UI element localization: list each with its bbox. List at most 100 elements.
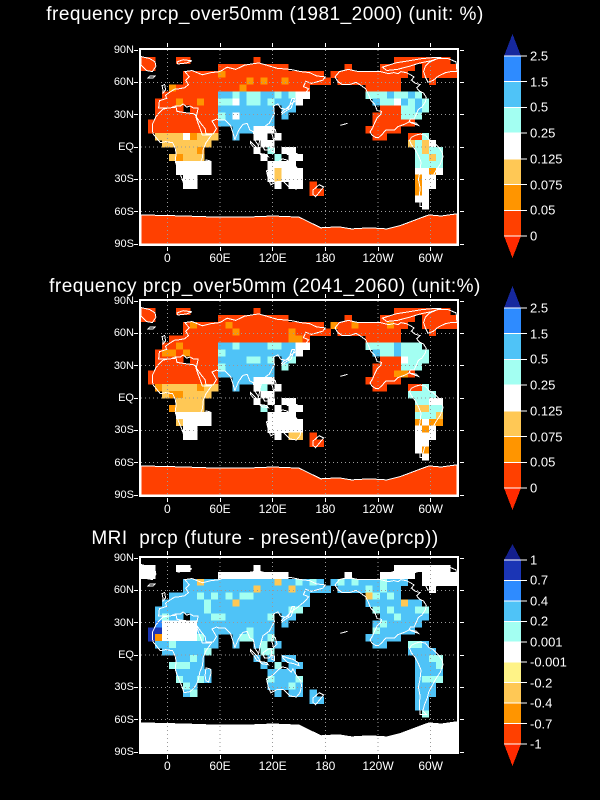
lon-tick-mark [324, 43, 326, 47]
lon-tick-mark [430, 247, 432, 251]
colorbar-tick-label: 0.25 [530, 377, 556, 393]
lat-tick-mark [134, 146, 138, 148]
lon-tick-mark [219, 43, 221, 47]
colorbar-tick-label: 0.2 [530, 613, 549, 629]
colorbar-tick-label: 0.5 [530, 99, 549, 115]
world-map-3 [141, 558, 457, 752]
lat-tick-mark [134, 686, 138, 688]
lon-tick-mark [324, 551, 326, 555]
lat-tick-mark [460, 114, 464, 116]
colorbar-2 [504, 286, 527, 510]
lat-tick-mark [460, 332, 464, 334]
lon-tick-mark [430, 755, 432, 759]
lon-tick-mark [272, 247, 274, 251]
lon-tick-label: 120E [258, 759, 287, 773]
lon-tick-mark [430, 498, 432, 502]
lat-tick-mark [460, 686, 464, 688]
lon-tick-label: 60E [209, 251, 231, 265]
lat-tick-label: 60S [114, 713, 134, 726]
colorbar-tick-label: 2.5 [530, 300, 549, 316]
colorbar-tick-label: 0.125 [530, 403, 563, 419]
lat-tick-mark [460, 719, 464, 721]
lon-tick-mark [219, 247, 221, 251]
lon-tick-mark [324, 498, 326, 502]
lat-tick-mark [460, 81, 464, 83]
lon-tick-mark [377, 43, 379, 47]
colorbar-tick-label: 0.075 [530, 177, 563, 193]
lat-tick-mark [134, 397, 138, 399]
lat-tick-label: 90S [114, 746, 134, 758]
lon-tick-mark [272, 755, 274, 759]
lat-tick-mark [460, 622, 464, 624]
colorbar-tick-label: 0.5 [530, 351, 549, 367]
colorbar-tick-label: -0.2 [530, 675, 553, 691]
lat-tick-label: 30S [114, 424, 134, 437]
lat-tick-mark [460, 494, 464, 496]
colorbar-tick-label: 0 [530, 228, 538, 244]
lat-tick-mark [460, 654, 464, 656]
world-map-2 [141, 301, 457, 495]
lon-tick-label: 180 [315, 502, 336, 516]
lat-tick-mark [460, 243, 464, 245]
lat-tick-mark [460, 211, 464, 213]
lon-tick-mark [377, 498, 379, 502]
lat-tick-label: 90S [114, 489, 134, 501]
colorbar-tick-label: -0.7 [530, 716, 553, 732]
lat-tick-label: EQ [118, 392, 134, 404]
lat-tick-mark [460, 751, 464, 753]
colorbar-tick-label: -1 [530, 736, 542, 752]
lat-tick-mark [134, 462, 138, 464]
lon-tick-mark [166, 294, 168, 298]
lat-tick-label: 60N [113, 76, 134, 89]
lat-tick-mark [460, 397, 464, 399]
colorbar-tick-label: 1 [530, 552, 538, 568]
lon-tick-mark [219, 294, 221, 298]
lat-tick-label: 30N [113, 616, 134, 629]
lon-tick-mark [430, 294, 432, 298]
colorbar-tick-label: 0.05 [530, 454, 556, 470]
lat-tick-mark [134, 243, 138, 245]
lat-tick-mark [134, 494, 138, 496]
colorbar-tick-label: 2.5 [530, 48, 549, 64]
lat-tick-mark [460, 365, 464, 367]
lat-tick-mark [460, 589, 464, 591]
lat-tick-mark [134, 622, 138, 624]
world-map-1 [141, 50, 457, 244]
lat-tick-label: 30S [114, 681, 134, 694]
lon-tick-label: 60E [209, 759, 231, 773]
lat-tick-label: 60S [114, 205, 134, 218]
lon-tick-mark [166, 43, 168, 47]
lon-tick-label: 120W [362, 251, 394, 265]
lat-tick-mark [134, 654, 138, 656]
colorbar-tick-label: -0.4 [530, 695, 553, 711]
lat-tick-label: 30N [113, 108, 134, 121]
lon-tick-label: 180 [315, 759, 336, 773]
lon-tick-mark [272, 43, 274, 47]
lat-tick-mark [134, 365, 138, 367]
lat-tick-label: EQ [118, 141, 134, 153]
map-frame [139, 299, 459, 497]
lon-tick-mark [377, 294, 379, 298]
lat-tick-mark [134, 751, 138, 753]
lon-tick-mark [166, 551, 168, 555]
lat-tick-label: 60N [113, 584, 134, 597]
lat-tick-mark [460, 146, 464, 148]
lat-tick-mark [460, 49, 464, 51]
map-frame [139, 556, 459, 754]
lat-tick-label: 60N [113, 327, 134, 340]
lat-tick-mark [460, 178, 464, 180]
lon-tick-label: 60W [418, 502, 443, 516]
lat-tick-mark [460, 300, 464, 302]
lon-tick-mark [377, 247, 379, 251]
colorbar-tick-label: 0.05 [530, 202, 556, 218]
lat-tick-label: 90N [113, 295, 134, 307]
lat-tick-mark [134, 557, 138, 559]
lat-tick-mark [134, 49, 138, 51]
lat-tick-label: 60S [114, 456, 134, 469]
lon-tick-mark [324, 294, 326, 298]
colorbar-tick-label: 1.5 [530, 74, 549, 90]
colorbar-tick-label: 1.5 [530, 326, 549, 342]
lat-tick-label: 30N [113, 359, 134, 372]
lon-tick-label: 0 [163, 502, 171, 516]
